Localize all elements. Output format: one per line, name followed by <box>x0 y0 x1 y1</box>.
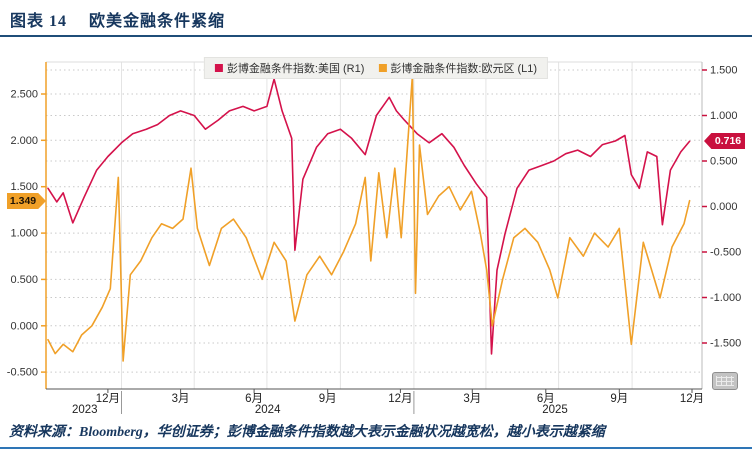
legend-label-eurozone: 彭博金融条件指数:欧元区 (L1) <box>390 63 538 75</box>
svg-text:-0.500: -0.500 <box>710 247 741 259</box>
svg-text:2024: 2024 <box>255 404 281 416</box>
title-divider <box>0 35 752 37</box>
svg-text:-0.500: -0.500 <box>7 367 38 379</box>
figure-title-text: 欧美金融条件紧缩 <box>89 13 226 30</box>
svg-text:0.500: 0.500 <box>10 274 38 286</box>
figure-title: 图表 14 欧美金融条件紧缩 <box>10 7 225 31</box>
legend-item-us: 彭博金融条件指数:美国 (R1) <box>214 60 365 76</box>
bottom-divider <box>0 447 752 449</box>
svg-text:3月: 3月 <box>463 393 481 405</box>
svg-text:6月: 6月 <box>537 393 555 405</box>
svg-text:1.000: 1.000 <box>10 228 38 240</box>
svg-text:1.000: 1.000 <box>710 110 738 122</box>
us-last-value-tag: 0.716 <box>704 133 745 149</box>
legend-marker-eurozone-icon <box>378 64 387 72</box>
svg-text:0.000: 0.000 <box>710 201 738 213</box>
source-note: 资料来源：Bloomberg，华创证券；彭博金融条件指数越大表示金融状况越宽松，… <box>9 425 605 440</box>
figure-number: 图表 14 <box>10 13 68 30</box>
svg-text:2.500: 2.500 <box>10 89 38 101</box>
eurozone-last-value-tag: 1.349 <box>7 193 46 209</box>
svg-text:6月: 6月 <box>245 393 263 405</box>
svg-text:12月: 12月 <box>680 393 704 405</box>
svg-text:0.500: 0.500 <box>710 156 738 168</box>
chart-area: 2.500 2.000 1.500 1.000 0.500 0.000 -0.500 1.50… <box>0 44 752 416</box>
svg-text:12月: 12月 <box>388 393 412 405</box>
legend-label-us: 彭博金融条件指数:美国 (R1) <box>226 63 365 75</box>
chart-canvas: 2.500 2.000 1.500 1.000 0.500 0.000 -0.500 1.50… <box>7 61 741 416</box>
svg-text:2025: 2025 <box>542 404 568 416</box>
chart-legend: 彭博金融条件指数:美国 (R1) 彭博金融条件指数:欧元区 (L1) <box>203 57 549 79</box>
svg-text:2.000: 2.000 <box>10 135 38 147</box>
export-table-icon[interactable] <box>712 372 738 390</box>
svg-text:-1.000: -1.000 <box>710 292 741 304</box>
legend-item-eurozone: 彭博金融条件指数:欧元区 (L1) <box>378 60 537 76</box>
svg-text:3月: 3月 <box>172 393 190 405</box>
svg-text:0.000: 0.000 <box>10 320 38 332</box>
svg-text:1.500: 1.500 <box>10 181 38 193</box>
svg-text:12月: 12月 <box>96 393 120 405</box>
legend-marker-us-icon <box>214 64 223 72</box>
svg-text:9月: 9月 <box>610 393 628 405</box>
svg-text:1.500: 1.500 <box>710 65 738 77</box>
svg-text:9月: 9月 <box>319 393 337 405</box>
svg-text:2023: 2023 <box>72 404 98 416</box>
svg-text:-1.500: -1.500 <box>710 338 741 350</box>
